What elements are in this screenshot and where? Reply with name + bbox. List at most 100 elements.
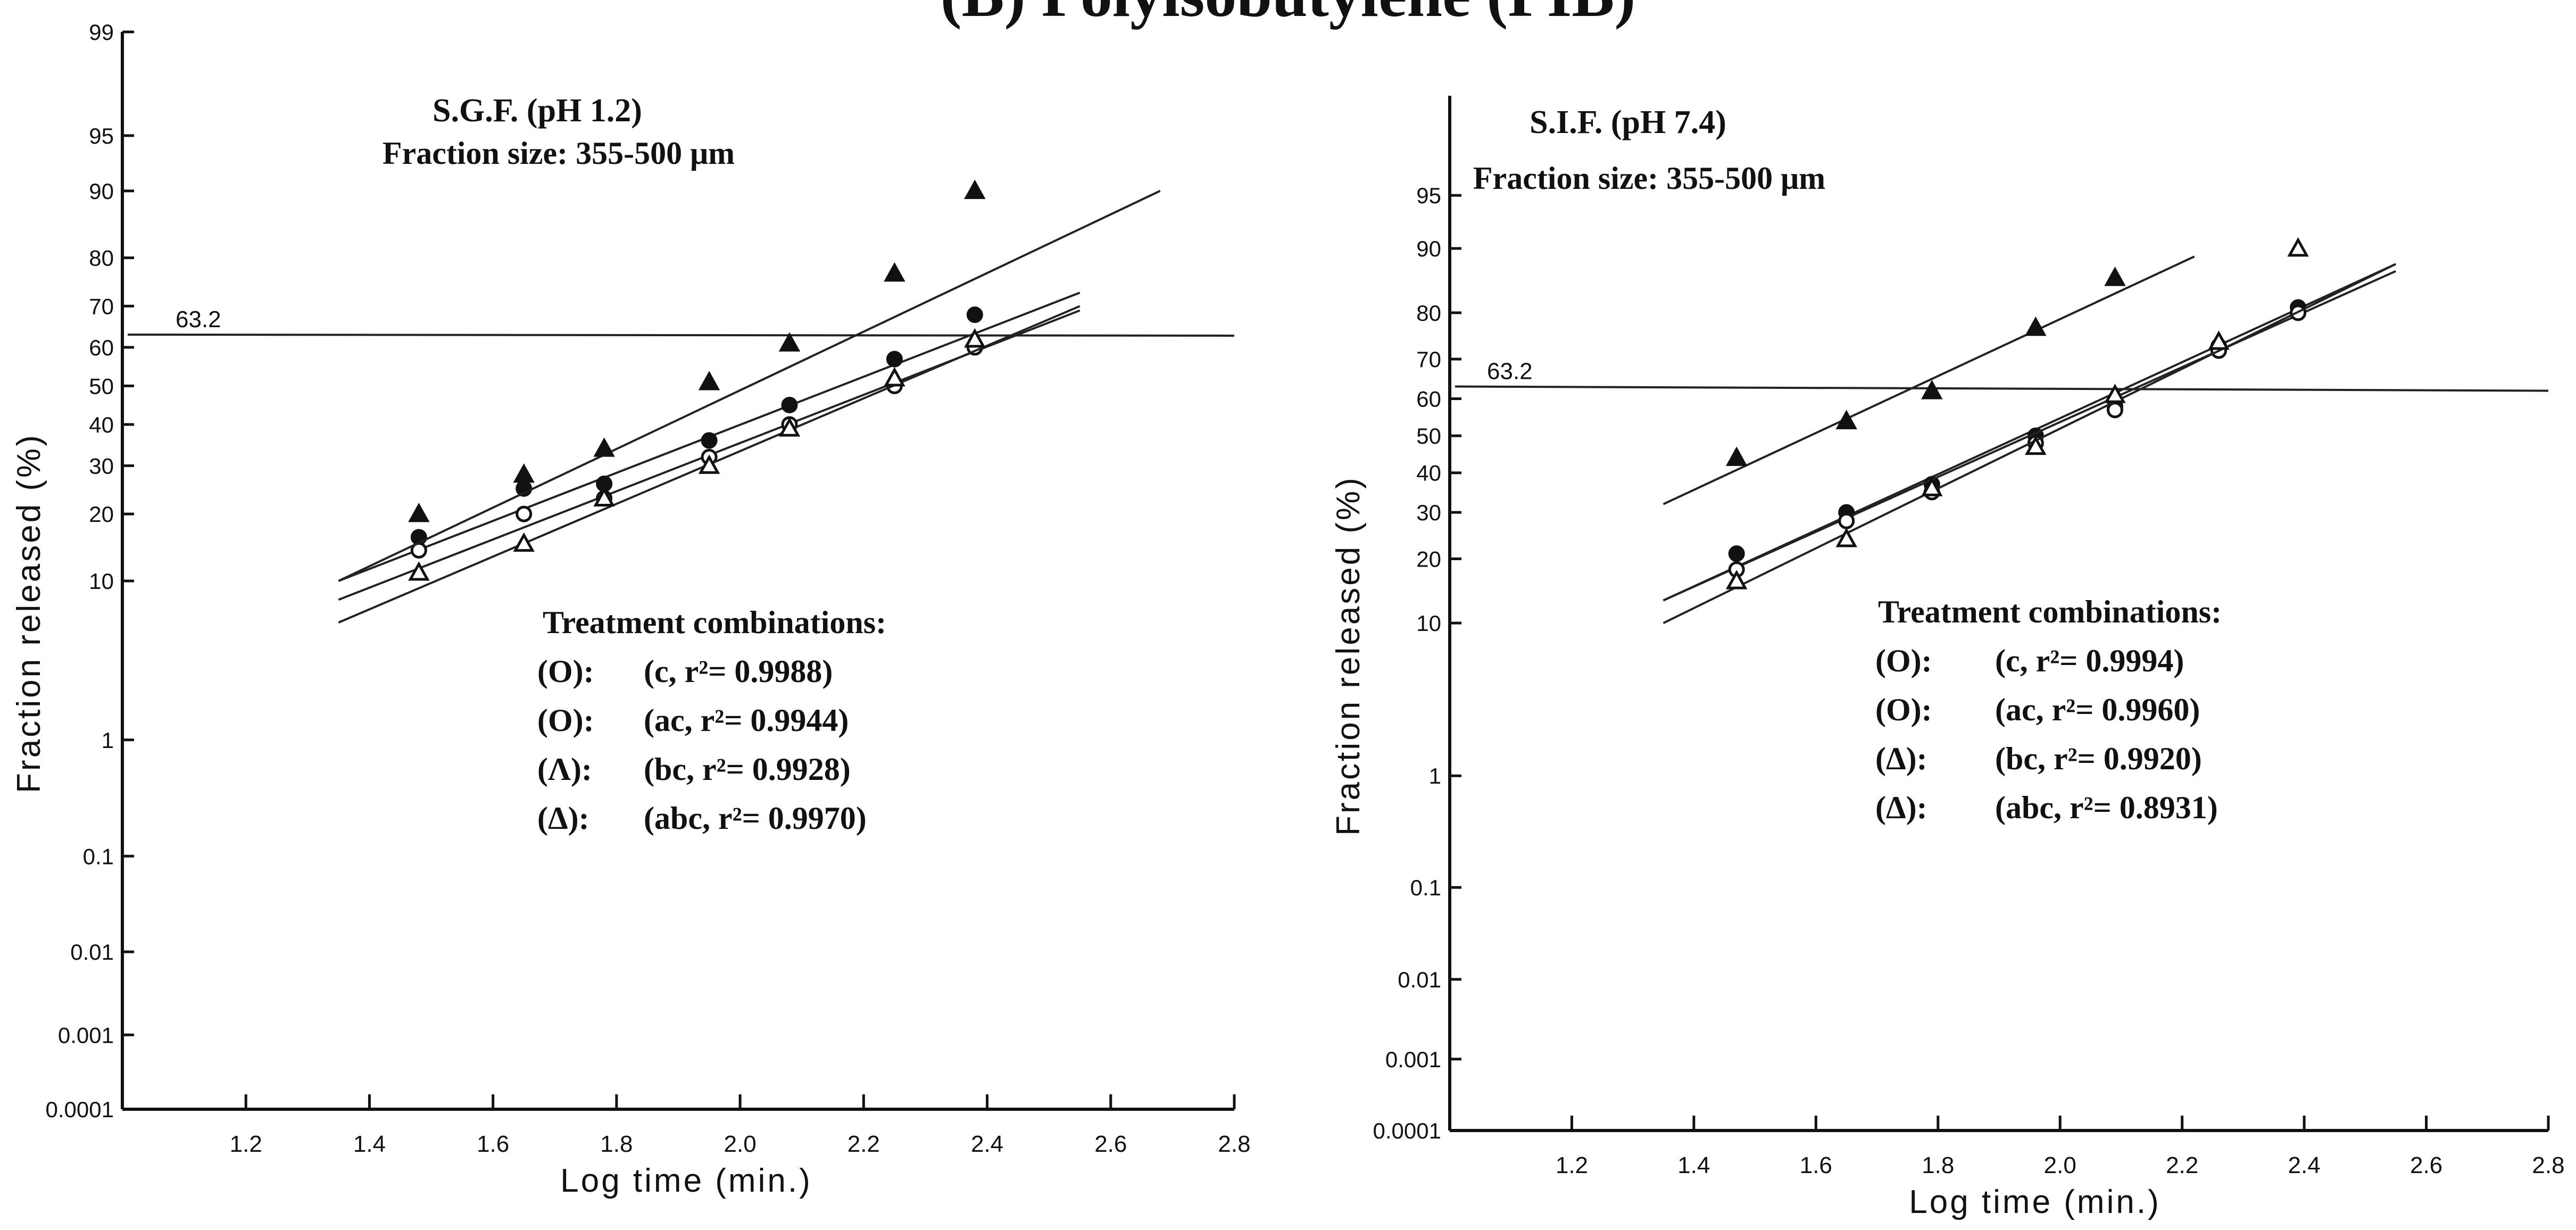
y-tick-label: 95 [1416,183,1441,208]
legend-entry: (bc, r²= 0.9920) [1995,741,2202,776]
x-tick-label: 2.8 [2532,1152,2564,1178]
legend-symbol: (Δ): [1875,741,1927,776]
data-point-filled-circle [701,432,718,449]
x-tick-label: 2.6 [2410,1152,2442,1178]
reference-line [1455,385,2549,392]
legend-entry: (bc, r²= 0.9928) [644,752,851,787]
data-point-filled-circle [781,396,798,413]
data-point-open-triangle [698,454,720,474]
data-point-open-triangle [2287,237,2309,257]
data-point-filled-triangle [408,502,430,522]
data-point-filled-triangle [964,179,986,200]
data-point-open-triangle [2208,330,2230,350]
x-tick-label: 2.2 [847,1131,880,1157]
x-tick-label: 1.6 [477,1131,509,1157]
x-tick-label: 2.4 [2288,1152,2321,1178]
chart-subtitle: Fraction size: 355-500 μm [1473,161,1825,196]
chart-title: S.G.F. (pH 1.2) [433,93,642,129]
chart-panel-sif: 1.2 1.4 1.6 1.8 2.0 2.2 2.4 2.6 2.8 0.0001 0.001 0.… [1330,96,2565,1220]
data-point-filled-triangle [884,262,905,282]
x-tick-label: 2.2 [2166,1152,2198,1178]
y-tick-label: 95 [89,123,114,148]
y-tick-label: 0.001 [58,1023,114,1048]
x-tick-label: 1.2 [1556,1152,1588,1178]
chart-subtitle: Fraction size: 355-500 μm [383,136,735,171]
y-tick-label: 50 [89,373,114,398]
data-point-open-triangle [1921,477,1943,496]
data-point-filled-circle [886,351,903,368]
legend-entry: (ac, r²= 0.9960) [1995,692,2200,727]
data-point-filled-triangle [778,332,801,352]
data-point-open-triangle [884,367,905,387]
x-tick-label: 2.0 [2044,1152,2076,1178]
x-tick-label: 2.0 [724,1131,757,1157]
y-tick-label: 0.001 [1385,1047,1441,1072]
reference-line-label: 63.2 [176,306,221,333]
y-tick-label: 40 [89,412,114,437]
reference-line [127,333,1235,337]
y-axis-label: Fraction released (%) [1330,476,1367,836]
data-point-filled-triangle [513,463,535,483]
y-tick-label: 0.01 [1398,967,1441,992]
y-tick-label: 0.1 [83,844,114,869]
y-tick-label: 80 [89,246,114,271]
x-tick-label: 1.6 [1800,1152,1832,1178]
data-point-open-triangle [1725,570,1748,589]
y-tick-label: 60 [1416,387,1441,412]
legend-symbol: (Δ): [1875,790,1927,825]
legend-entry: (abc, r²= 0.8931) [1995,790,2218,825]
data-point-open-triangle [778,417,801,437]
legend-entry: (ac, r²= 0.9944) [644,703,849,738]
x-tick-label: 2.8 [1218,1131,1250,1157]
legend-entry: (c, r²= 0.9988) [644,654,833,689]
fit-line-filled-triangle [1663,255,2195,505]
y-tick-label: 1 [1429,763,1441,788]
y-tick-label: 60 [89,335,114,360]
legend-entry: (c, r²= 0.9994) [1995,643,2184,678]
data-point-filled-circle [966,306,983,323]
x-axis-label: Log time (min.) [560,1162,812,1199]
data-point-open-triangle [2025,435,2047,455]
data-point-open-circle [516,505,533,522]
y-tick-label: 40 [1416,461,1441,486]
data-point-filled-triangle [593,437,615,457]
fit-line-filled-triangle [338,190,1161,582]
legend-symbol: (O): [1875,643,1932,678]
data-point-filled-triangle [2025,316,2047,336]
legend-symbol: (O): [1875,692,1932,727]
legend-symbol: (O): [537,654,594,689]
chart-title: S.I.F. (pH 7.4) [1530,104,1726,140]
y-axis-label: Fraction released (%) [11,433,47,793]
data-point-filled-circle [1728,545,1745,562]
y-tick-label: 1 [102,728,114,753]
data-point-open-circle [1838,512,1855,529]
x-tick-label: 1.2 [230,1131,262,1157]
y-tick-label: 70 [89,294,114,319]
data-point-open-triangle [2104,384,2126,403]
legend-title: Treatment combinations: [543,605,886,640]
y-tick-label: 0.0001 [46,1097,114,1122]
legend-entry: (abc, r²= 0.9970) [644,801,867,836]
legend-title: Treatment combinations: [1878,594,2222,629]
x-tick-label: 2.6 [1094,1131,1127,1157]
data-point-filled-triangle [698,371,720,390]
data-point-filled-triangle [2104,267,2126,286]
y-tick-label: 99 [89,20,114,45]
y-tick-label: 80 [1416,301,1441,326]
legend-symbol: (O): [537,703,594,738]
y-tick-label: 30 [89,453,114,478]
reference-line-label: 63.2 [1487,358,1533,384]
x-tick-label: 1.8 [1922,1152,1954,1178]
fit-line-open-triangle [1663,263,2397,624]
y-tick-label: 10 [1416,611,1441,636]
figure-title: (B) Polyisobutylene (PIB) [941,0,1636,30]
y-tick-label: 20 [1416,546,1441,571]
y-tick-label: 0.1 [1410,875,1441,900]
legend-symbol: (Λ): [537,752,592,787]
data-point-filled-triangle [1835,410,1857,429]
data-point-open-triangle [513,532,535,552]
x-axis-label: Log time (min.) [1909,1184,2160,1220]
y-tick-label: 90 [89,179,114,204]
data-point-open-triangle [964,328,986,348]
